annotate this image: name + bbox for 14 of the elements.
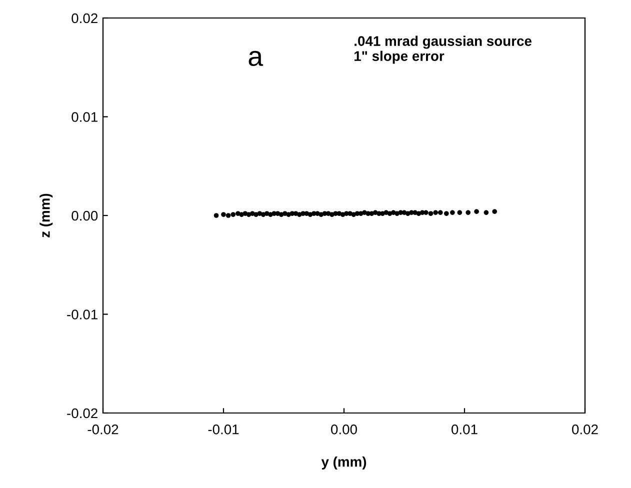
annotation: a [248,50,264,66]
y-tick-label: 0.02 [72,13,98,24]
y-tick-label: 0.01 [72,112,98,122]
y-axis-title: z (mm) [40,194,53,238]
x-tick-label: 0.00 [331,424,357,434]
x-tick-label: 0.02 [572,424,598,434]
x-axis-title: y (mm) [321,456,366,470]
y-tick-label: 0.00 [72,210,98,221]
x-tick-label: -0.01 [208,424,239,434]
x-tick-label: 0.01 [452,424,478,434]
x-tick-label: -0.02 [88,424,118,434]
y-tick-label: -0.02 [67,408,98,418]
annotation: .041 mrad gaussian source 1" slope error [354,36,532,64]
y-tick-label: -0.01 [67,310,98,320]
